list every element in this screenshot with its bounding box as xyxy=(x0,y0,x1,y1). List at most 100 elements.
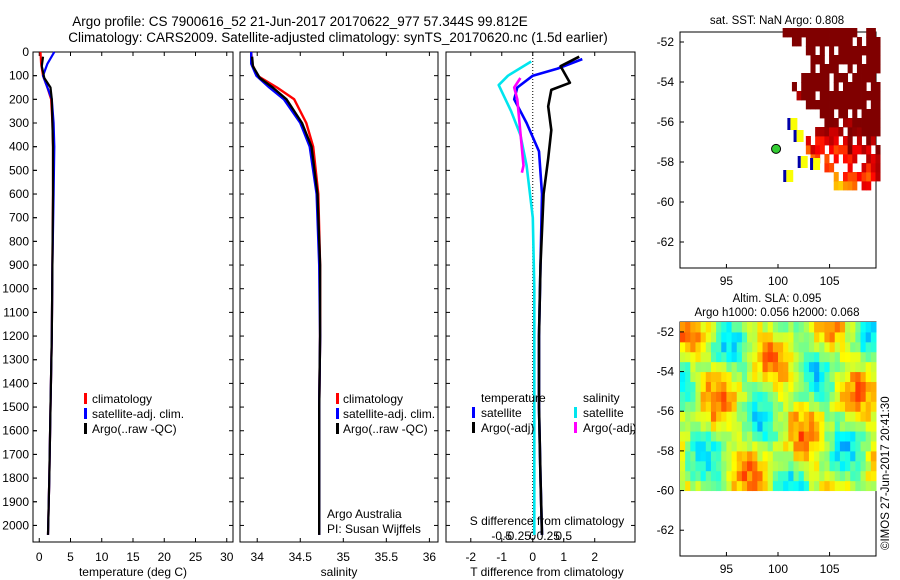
sla-cell xyxy=(793,391,800,402)
sla-cell xyxy=(829,371,836,382)
legend-label-argo: Argo(..raw -QC) xyxy=(92,422,177,436)
sst-cell xyxy=(847,37,853,47)
sla-cell xyxy=(741,371,748,382)
map-y-tick-label: -54 xyxy=(657,75,675,89)
sla-cell xyxy=(757,322,764,333)
sla-cell xyxy=(710,431,717,442)
sla-cell xyxy=(705,331,712,343)
sla-cell xyxy=(721,351,727,363)
sst-cell xyxy=(870,46,876,56)
sla-cell xyxy=(731,391,738,402)
sla-cell xyxy=(819,401,825,412)
sla-cell xyxy=(824,440,831,452)
sla-cell xyxy=(731,460,738,472)
sla-cell xyxy=(824,391,831,402)
sst-cell xyxy=(810,64,816,74)
sst-cell xyxy=(819,82,825,92)
sla-cell xyxy=(741,401,748,412)
sla-cell xyxy=(829,401,836,412)
legend-swatch-t-argo xyxy=(472,422,475,433)
sla-cell xyxy=(839,480,846,492)
sla-cell xyxy=(860,440,867,452)
sla-cell xyxy=(747,431,753,442)
sst-cell xyxy=(866,118,872,128)
sla-cell xyxy=(710,480,717,492)
sla-cell xyxy=(870,401,877,412)
sla-cell xyxy=(747,470,753,482)
sla-cell xyxy=(685,322,691,333)
sla-cell xyxy=(814,431,820,442)
series-line-satellite xyxy=(497,60,536,535)
sla-cell xyxy=(710,411,717,422)
sla-cell xyxy=(839,391,846,402)
sla-cell xyxy=(850,341,856,353)
sla-cell xyxy=(829,351,836,363)
sla-cell xyxy=(834,480,841,492)
sla-cell xyxy=(860,401,867,412)
sst-cell xyxy=(815,100,821,110)
sla-cell xyxy=(850,421,856,432)
sst-cell xyxy=(829,91,835,101)
map-y-tick-label: -60 xyxy=(657,484,675,498)
sla-cell xyxy=(741,480,748,492)
sst-cell xyxy=(833,28,839,38)
sla-cell xyxy=(716,371,722,382)
sla-cell xyxy=(855,440,862,452)
sst-cell xyxy=(838,127,844,137)
legend-swatch-argo xyxy=(84,423,87,434)
sst-cell xyxy=(852,127,858,137)
sst-cell xyxy=(861,145,867,155)
sst-cell xyxy=(875,118,881,128)
sla-cell xyxy=(788,440,794,452)
sla-cell xyxy=(731,351,738,363)
sla-cell xyxy=(819,371,825,382)
sst-cell xyxy=(810,55,816,65)
sla-cell xyxy=(783,391,789,402)
sla-cell xyxy=(710,341,717,353)
sla-cell xyxy=(798,381,805,392)
sst-cell-edge xyxy=(810,158,814,170)
sst-cell xyxy=(852,73,858,83)
y-tick-label: 1200 xyxy=(2,329,29,343)
sla-cell xyxy=(793,421,800,432)
sla-cell xyxy=(726,341,733,353)
sst-cell xyxy=(815,37,821,47)
sla-cell xyxy=(834,460,841,472)
sla-cell xyxy=(850,411,856,422)
sst-cell xyxy=(838,181,844,191)
y-tick-label: 600 xyxy=(9,187,29,201)
sla-cell xyxy=(814,331,820,343)
sla-cell xyxy=(695,421,702,432)
sla-cell xyxy=(731,361,738,373)
sst-cell xyxy=(842,136,849,146)
sla-cell xyxy=(834,440,841,452)
sla-cell xyxy=(834,371,841,382)
sla-cell xyxy=(752,371,758,382)
sst-cell xyxy=(815,55,821,65)
sla-cell xyxy=(736,361,743,373)
sst-cell xyxy=(875,100,881,110)
sst-cell xyxy=(819,28,825,38)
sla-cell xyxy=(726,391,733,402)
sla-cell xyxy=(834,421,841,432)
sla-cell xyxy=(824,341,831,353)
sla-cell xyxy=(721,381,727,392)
sla-cell xyxy=(819,322,825,333)
sla-cell xyxy=(783,431,789,442)
sla-cell xyxy=(736,401,743,412)
sla-cell xyxy=(829,421,836,432)
sla-cell xyxy=(736,431,743,442)
sla-cell xyxy=(793,341,800,353)
sla-cell xyxy=(865,371,872,382)
sla-cell xyxy=(865,351,872,363)
sla-cell xyxy=(716,431,722,442)
sst-map-field xyxy=(782,28,881,191)
sla-cell xyxy=(747,381,753,392)
sla-cell xyxy=(705,440,712,452)
sst-cell xyxy=(847,181,853,191)
sst-cell xyxy=(833,55,839,65)
y-tick-label: 1400 xyxy=(2,376,29,390)
sla-cell xyxy=(685,331,691,343)
sla-cell xyxy=(783,470,789,482)
sla-cell xyxy=(803,421,810,432)
